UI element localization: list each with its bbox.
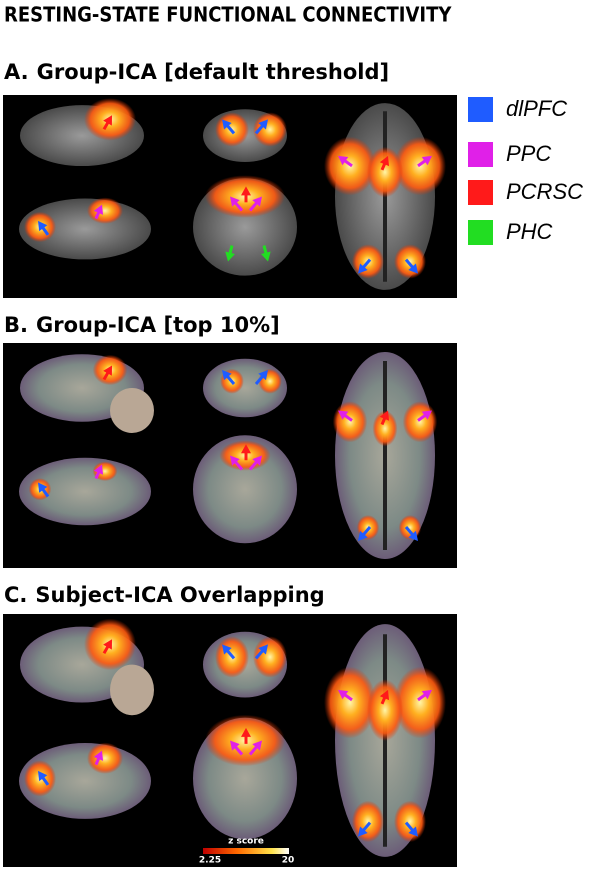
arrow-head [258,644,268,655]
legend-swatch [468,97,493,122]
arrow-head [38,220,48,232]
legend-label: PCRSC [506,179,583,204]
arrow-head [379,689,390,701]
activation-blob [92,461,118,481]
colorbar-max: 20 [282,856,295,866]
panel-letter: B. [4,313,28,337]
activation-blob [394,800,426,843]
arrow-head [252,740,262,751]
cerebellum [110,664,154,716]
arrow-head [222,644,232,655]
activation-blob [332,401,368,443]
arrow-head [241,727,251,737]
arrow-head [103,365,112,376]
panel: A. Group-ICA [default threshold] [3,60,457,298]
legend-label: PPC [506,141,551,166]
arrow-head [421,689,432,700]
activation-blob [253,112,287,147]
arrow-head [379,155,390,167]
activation-blob [352,800,384,843]
arrow-head [222,119,232,130]
panels: A. Group-ICA [default threshold] B. Group-I… [3,60,457,867]
colorbar-label: z score [228,837,264,847]
colorbar: z score 2.25 20 [199,837,294,866]
figure-title: RESTING-STATE FUNCTIONAL CONNECTIVITY [4,3,452,27]
arrow-head [252,455,262,466]
legend-swatch [468,142,493,167]
arrow-head [379,410,390,421]
arrow-head [241,186,251,196]
arrow-head [93,750,104,761]
arrow-head [338,155,349,166]
arrow-head [93,204,104,215]
panel-heading: B. Group-ICA [top 10%] [4,313,280,337]
arrow-head [103,639,112,650]
cerebellum [110,388,154,433]
arrow-head [38,482,48,493]
arrow-head [230,455,240,466]
arrow-head [260,251,271,262]
legend: dlPFC PPC PCRSC PHC [468,96,583,245]
activation-blob [394,244,426,279]
activation-blob [253,636,287,678]
panel-heading: C. Subject-ICA Overlapping [4,583,325,607]
panel-heading: A. Group-ICA [default threshold] [4,60,389,84]
panel-title: Subject-ICA Overlapping [35,583,324,607]
colorbar-min: 2.25 [199,856,221,866]
arrow-head [408,263,418,274]
activation-blob [367,146,403,198]
activation-blob [87,742,123,774]
arrow-head [230,196,240,207]
arrow-head [93,464,104,475]
arrow-head [338,689,349,700]
legend-swatch [468,180,493,205]
panel-letter: A. [4,60,29,84]
coronal-slice [193,435,297,544]
arrow-head [421,410,432,420]
arrow-head [421,155,432,166]
arrow-head [408,530,418,541]
arrow-head [258,119,268,130]
panel-title: Group-ICA [default threshold] [37,60,389,84]
panel: C. Subject-ICA Overlapping [3,583,457,867]
colorbar-gradient [203,848,289,854]
panel-title: Group-ICA [top 10%] [36,313,280,337]
arrow-head [103,115,112,126]
panel: B. Group-ICA [top 10%] [3,313,457,568]
arrow-head [241,444,251,454]
arrow-head [358,530,368,541]
arrow-head [258,370,268,381]
legend-label: PHC [506,219,553,244]
arrow-head [252,196,262,207]
activation-blob [367,679,403,741]
arrow-head [225,251,236,262]
activation-blob [394,666,446,739]
arrow-head [230,740,240,751]
arrow-head [358,826,368,837]
arrow-head [358,263,368,274]
arrow-head [38,770,48,782]
activation-blob [87,197,123,224]
activation-blob [324,666,376,739]
legend-label: dlPFC [506,96,567,121]
activation-blob [402,401,438,443]
sagittal-slice [19,457,151,526]
activation-blob [372,410,398,447]
arrow-head [222,370,232,381]
panel-letter: C. [4,583,27,607]
arrow-head [408,826,418,837]
arrow-head [338,410,349,420]
legend-swatch [468,220,493,245]
